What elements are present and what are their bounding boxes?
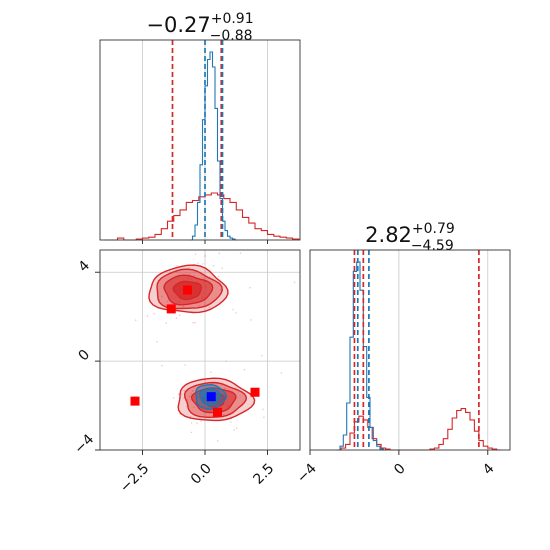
joint-sample-point (166, 300, 169, 303)
joint-sample-point (218, 252, 221, 255)
joint-sample-point (182, 305, 185, 308)
joint-sample-point (216, 440, 219, 442)
diag-y-xtick-label: −4 (294, 461, 320, 487)
joint-sample-point (192, 390, 194, 392)
joint-sample-point (161, 365, 163, 367)
joint-sample-point (262, 408, 264, 410)
joint-ytick-label: −4 (71, 431, 97, 457)
hist-series-0 (105, 192, 300, 241)
joint-sample-point (134, 319, 137, 321)
hist-series-1 (336, 261, 387, 451)
joint-sample-point (190, 422, 193, 424)
joint-sample-point (190, 431, 193, 434)
joint-sample-point (293, 281, 296, 284)
joint-sample-point (250, 319, 252, 321)
joint-sample-point (229, 421, 232, 423)
joint-sample-point (192, 321, 195, 324)
joint-sample-point (178, 314, 181, 317)
joint-xtick-label: 0.0 (188, 461, 215, 488)
truth-marker (213, 407, 222, 417)
joint-sample-point (235, 427, 238, 430)
joint-sample-point (165, 322, 168, 324)
joint-sample-point (222, 413, 225, 416)
joint-sample-point (210, 371, 212, 374)
joint-sample-point (198, 305, 200, 307)
joint-xtick-label: −2.5 (117, 461, 152, 496)
joint-sample-point (233, 429, 236, 431)
joint-sample-point (177, 393, 180, 395)
joint-sample-point (263, 416, 265, 419)
diag-x-title-value: −0.27 (146, 13, 210, 37)
joint-sample-point (204, 254, 207, 257)
truth-marker (250, 387, 260, 397)
joint-sample-point (176, 264, 178, 267)
joint-sample-point (202, 263, 204, 265)
joint-sample-point (193, 274, 195, 277)
joint-sample-point (153, 312, 155, 315)
joint-sample-point (280, 372, 283, 374)
diag-x-axes (99, 39, 301, 241)
joint-sample-point (190, 392, 192, 395)
diag-y-axes (309, 249, 511, 451)
joint-xtick-label: 2.5 (250, 461, 277, 488)
joint-sample-point (211, 415, 213, 417)
joint-sample-point (223, 387, 226, 390)
joint-sample-point (160, 295, 163, 298)
joint-sample-point (249, 286, 251, 289)
joint-panel: −2.5 0.0 2.5 −4 0 4 (71, 249, 301, 496)
truth-marker (206, 392, 216, 402)
joint-sample-point (221, 267, 223, 270)
joint-sample-point (235, 312, 237, 314)
hist-series-1 (190, 51, 238, 241)
joint-sample-point (183, 389, 186, 392)
joint-sample-point (194, 253, 197, 256)
joint-sample-point (156, 340, 158, 343)
joint-sample-point (239, 252, 242, 254)
joint-sample-point (189, 415, 192, 418)
truth-marker (130, 396, 140, 406)
joint-sample-point (187, 399, 189, 401)
joint-sample-point (217, 275, 220, 278)
joint-sample-point (194, 321, 196, 324)
diag-x-title: −0.27+0.91 −0.88 (146, 11, 253, 44)
joint-sample-point (197, 262, 199, 264)
diag-x-title-lower: −0.88 (210, 28, 253, 44)
truth-marker (183, 285, 192, 295)
joint-sample-point (146, 315, 149, 317)
joint-sample-point (188, 395, 191, 398)
diag-y-xtick-label: 0 (391, 461, 409, 479)
joint-sample-point (187, 267, 190, 269)
joint-sample-point (184, 364, 186, 366)
joint-ytick-label: 0 (76, 347, 94, 365)
hist-series-0 (336, 408, 502, 451)
joint-sample-point (172, 397, 175, 399)
diag-y-title-value: 2.82 (365, 223, 412, 247)
joint-ytick-label: 4 (76, 258, 94, 276)
joint-sample-point (208, 306, 211, 308)
joint-sample-point (260, 354, 263, 357)
joint-sample-point (203, 277, 205, 280)
truth-marker (166, 304, 176, 314)
diag-x-panel (99, 39, 301, 244)
joint-sample-point (220, 288, 222, 291)
joint-sample-point (232, 308, 234, 311)
joint-sample-point (180, 393, 183, 395)
joint-sample-point (243, 368, 246, 371)
diag-y-title: 2.82+0.79 −4.59 (365, 221, 455, 254)
joint-sample-point (185, 405, 188, 408)
diag-y-title-lower: −4.59 (411, 238, 454, 254)
joint-sample-point (225, 360, 228, 363)
diag-y-xtick-label: 4 (480, 461, 498, 479)
joint-sample-point (212, 264, 215, 267)
joint-sample-point (196, 422, 198, 424)
joint-axes (99, 249, 301, 451)
joint-sample-point (193, 406, 195, 409)
joint-sample-point (175, 317, 178, 319)
diag-y-title-upper: +0.79 (412, 221, 455, 237)
diag-x-title-upper: +0.91 (211, 11, 254, 27)
joint-sample-point (200, 420, 202, 422)
diag-y-panel: −4 0 4 (294, 249, 511, 487)
joint-sample-point (188, 273, 191, 276)
